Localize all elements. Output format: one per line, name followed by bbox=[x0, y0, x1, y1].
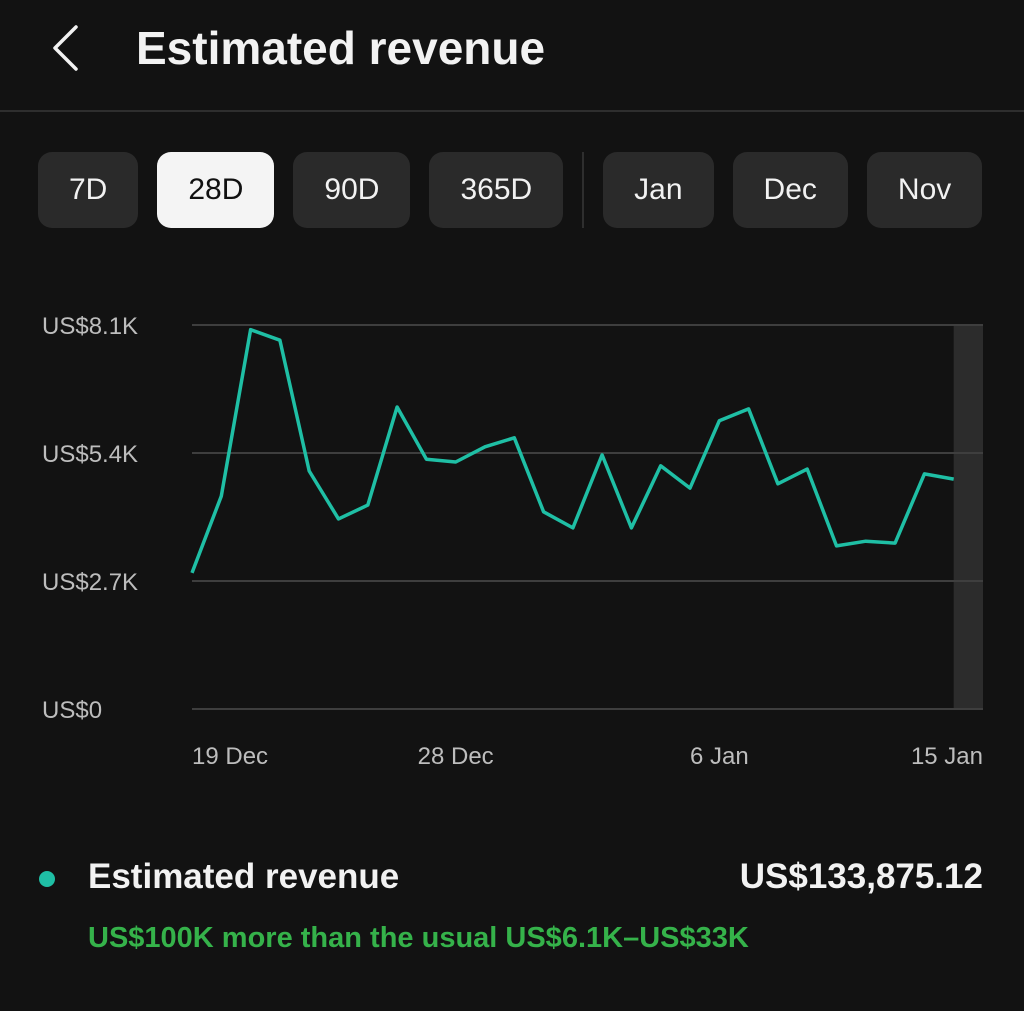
tab-separator bbox=[582, 152, 585, 228]
current-day-band bbox=[953, 325, 983, 709]
divider bbox=[0, 110, 1024, 112]
period-tab[interactable]: 90D bbox=[293, 152, 411, 228]
y-tick-label: US$2.7K bbox=[42, 569, 138, 596]
legend-label: Estimated revenue bbox=[88, 857, 400, 896]
period-tab[interactable]: 365D bbox=[429, 152, 564, 228]
x-tick-label: 19 Dec bbox=[192, 743, 268, 770]
revenue-line bbox=[190, 327, 955, 574]
back-button[interactable] bbox=[40, 24, 90, 74]
x-tick-label: 6 Jan bbox=[690, 743, 749, 770]
period-tab[interactable]: 7D bbox=[38, 152, 139, 228]
period-tab[interactable]: 28D bbox=[157, 152, 275, 228]
comparison-text: US$100K more than the usual US$6.1K–US$3… bbox=[88, 922, 749, 954]
total-value: US$133,875.12 bbox=[739, 857, 983, 896]
y-tick-label: US$5.4K bbox=[42, 441, 138, 468]
period-tab[interactable]: Jan bbox=[603, 152, 714, 228]
legend-dot bbox=[39, 871, 55, 887]
period-tab[interactable]: Dec bbox=[732, 152, 848, 228]
period-tab[interactable]: Nov bbox=[866, 152, 983, 228]
chart: US$0 US$2.7K US$5.4K US$8.1K 19 Dec 28 Dec 6 J… bbox=[42, 313, 983, 770]
y-tick-label: US$0 bbox=[42, 697, 102, 724]
x-tick-label: 28 Dec bbox=[418, 743, 494, 770]
page-title: Estimated revenue bbox=[136, 22, 546, 74]
y-tick-label: US$8.1K bbox=[42, 313, 138, 340]
period-tabs: 7D 28D 90D 365D Jan Dec Nov bbox=[38, 152, 983, 228]
x-tick-label: 15 Jan bbox=[911, 743, 983, 770]
